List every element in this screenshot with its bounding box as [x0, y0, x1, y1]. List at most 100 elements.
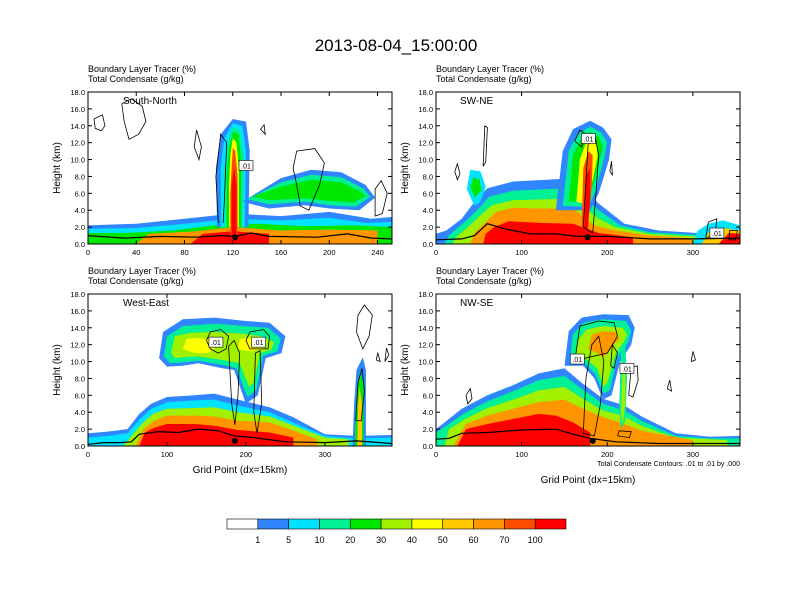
x-tick-label: 200 — [323, 248, 336, 257]
condensate-contour — [690, 351, 696, 362]
tracer-shade — [357, 386, 362, 446]
contour-label: .01 — [712, 231, 722, 238]
condensate-contour — [617, 430, 632, 439]
tracer-shade — [621, 361, 626, 425]
colorbar-label: 70 — [499, 535, 509, 545]
left-string: Total Condensate (g/kg) — [436, 74, 532, 84]
colorbar-label: 10 — [314, 535, 324, 545]
y-tick-label: 12.0 — [70, 341, 85, 350]
colorbar-swatch — [226, 518, 259, 530]
y-axis-label: Height (km) — [400, 142, 411, 194]
terrain-line — [436, 428, 740, 445]
contour-label: .01 — [241, 163, 251, 170]
colorbar-label: 40 — [407, 535, 417, 545]
y-tick-label: 4.0 — [423, 408, 433, 417]
colorbar-swatch — [319, 518, 351, 530]
x-tick-label: 300 — [687, 248, 700, 257]
tracer-shade — [190, 231, 269, 244]
x-tick-label: 200 — [601, 450, 614, 459]
y-axis-label: Height (km) — [52, 142, 63, 194]
condensate-contour — [193, 129, 202, 162]
plot-area — [88, 98, 392, 244]
condensate-contour — [215, 133, 228, 223]
contour-label-box — [251, 336, 266, 348]
condensate-contour — [228, 339, 241, 425]
plot-area — [436, 314, 740, 446]
y-axis-label: Height (km) — [52, 344, 63, 396]
tracer-shade — [231, 168, 237, 236]
contour-label: .01 — [572, 357, 582, 364]
panel-3: Boundary Layer Tracer (%)Total Condensat… — [52, 266, 393, 476]
plot-frame — [435, 293, 741, 447]
condensate-contour — [121, 98, 147, 140]
tracer-shade — [182, 337, 215, 354]
y-tick-label: 16.0 — [70, 105, 85, 114]
panel-2: Boundary Layer Tracer (%)Total Condensat… — [400, 64, 741, 257]
contour-note: Total Condensate Contours: .01 to .01 by… — [597, 461, 740, 468]
condensate-contour — [93, 114, 106, 132]
x-tick-label: 0 — [434, 248, 438, 257]
panel-4: Boundary Layer Tracer (%)Total Condensat… — [400, 266, 741, 486]
condensate-contour — [666, 379, 673, 392]
colorbar-label: 100 — [528, 535, 543, 545]
contour-label: .01 — [584, 136, 594, 143]
y-tick-label: 6.0 — [423, 189, 433, 198]
condensate-contour — [292, 148, 325, 211]
tracer-shade — [588, 331, 620, 358]
colorbar: 1 5 10 20 30 40 50 60 70 100 — [226, 518, 567, 545]
y-tick-label: 16.0 — [418, 105, 433, 114]
condensate-contour — [465, 387, 473, 405]
y-tick-label: 4.0 — [423, 206, 433, 215]
x-tick-label: 100 — [161, 450, 174, 459]
left-string: Boundary Layer Tracer (%) — [88, 266, 196, 276]
y-tick-label: 0.0 — [423, 240, 433, 249]
condensate-contour — [574, 320, 618, 362]
condensate-contour — [384, 347, 390, 362]
x-tick-label: 100 — [515, 248, 528, 257]
condensate-contour — [245, 329, 271, 350]
x-axis-label: Grid Point (dx=15km) — [193, 465, 288, 476]
y-axis-label: Height (km) — [400, 344, 411, 396]
left-string: Total Condensate (g/kg) — [88, 276, 184, 286]
contour-label: .01 — [254, 340, 264, 347]
x-tick-label: 80 — [180, 248, 188, 257]
plot-frame — [87, 91, 393, 245]
location-marker — [231, 437, 238, 444]
x-tick-label: 0 — [86, 248, 90, 257]
colorbar-label: 50 — [438, 535, 448, 545]
condensate-contour — [355, 368, 365, 422]
colorbar-swatch — [504, 518, 536, 530]
panel-label: West-East — [123, 298, 169, 309]
contour-label-box — [619, 363, 635, 374]
colorbar-swatch — [534, 518, 567, 530]
colorbar-label: 5 — [286, 535, 291, 545]
colorbar-label: 20 — [345, 535, 355, 545]
x-tick-label: 120 — [227, 248, 240, 257]
y-tick-label: 0.0 — [75, 240, 85, 249]
tracer-shade — [252, 179, 366, 203]
y-tick-label: 16.0 — [70, 307, 85, 316]
plot-area — [88, 304, 392, 446]
y-tick-label: 8.0 — [75, 172, 85, 181]
left-string: Boundary Layer Tracer (%) — [436, 266, 544, 276]
tracer-shade — [483, 221, 633, 244]
terrain-line — [436, 223, 740, 241]
condensate-contour — [375, 351, 381, 363]
condensate-contour — [482, 125, 488, 167]
colorbar-swatch — [257, 518, 289, 530]
condensate-contour — [206, 329, 230, 354]
condensate-contour — [260, 123, 266, 136]
left-string: Total Condensate (g/kg) — [436, 276, 532, 286]
colorbar-swatch — [288, 518, 320, 530]
condensate-contour — [454, 162, 461, 181]
location-marker — [584, 234, 591, 241]
location-marker — [589, 437, 596, 444]
y-tick-label: 14.0 — [70, 324, 85, 333]
colorbar-label: 1 — [255, 535, 260, 545]
y-tick-label: 12.0 — [418, 341, 433, 350]
x-tick-label: 160 — [275, 248, 288, 257]
y-tick-label: 18.0 — [418, 290, 433, 299]
x-tick-label: 100 — [515, 450, 528, 459]
contour-label: .01 — [211, 340, 221, 347]
